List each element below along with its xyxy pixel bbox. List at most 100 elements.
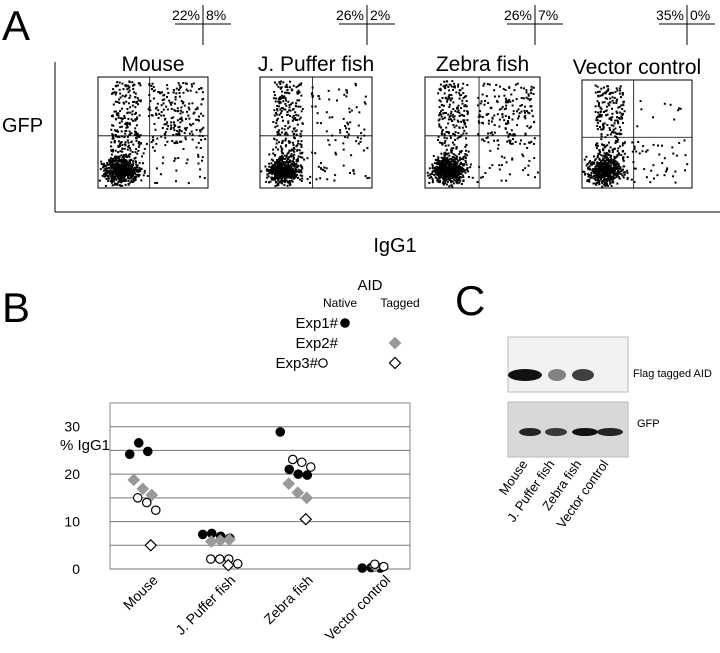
flow-dot — [613, 164, 615, 166]
flow-dot — [595, 158, 597, 160]
point — [285, 465, 293, 473]
flow-dot — [182, 111, 184, 113]
flow-dot — [282, 100, 284, 102]
flow-dot — [520, 139, 522, 141]
flow-dot — [346, 92, 348, 94]
flow-dot — [293, 151, 295, 153]
flow-dot — [164, 133, 166, 135]
flow-dot — [593, 155, 595, 157]
flow-dot — [112, 174, 114, 176]
flow-dot — [510, 140, 512, 142]
flow-dot — [117, 85, 119, 87]
flow-dot — [601, 176, 603, 178]
flow-dot — [285, 138, 287, 140]
flow-dot — [610, 164, 612, 166]
flow-dot — [109, 173, 111, 175]
flow-dot — [463, 179, 465, 181]
flow-dot — [459, 177, 461, 179]
flow-dot — [199, 135, 201, 137]
flow-dot — [163, 98, 165, 100]
flow-dot — [608, 171, 610, 173]
flow-dot — [606, 98, 608, 100]
flow-dot — [483, 104, 485, 106]
flow-dot — [112, 162, 114, 164]
flow-dot — [600, 170, 602, 172]
flow-dot — [451, 160, 453, 162]
flow-dot — [468, 151, 470, 153]
flow-dot — [454, 180, 456, 182]
flow-plot — [425, 77, 540, 188]
flow-dot — [450, 84, 452, 86]
flow-dot — [188, 118, 190, 120]
flow-dot — [493, 115, 495, 117]
flow-dot — [179, 129, 181, 131]
x-tick-label: Zebra fish — [261, 572, 316, 627]
flow-dot — [123, 102, 125, 104]
flow-dot — [153, 98, 155, 100]
flow-dot — [161, 104, 163, 106]
flow-dot — [350, 154, 352, 156]
flow-dot — [452, 124, 454, 126]
flow-dot — [593, 183, 595, 185]
flow-dot — [623, 160, 625, 162]
flow-dot — [600, 88, 602, 90]
flow-dot — [144, 172, 146, 174]
flow-dot — [451, 80, 453, 82]
flow-dot — [440, 153, 442, 155]
flow-dot — [513, 110, 515, 112]
flow-dot — [598, 115, 600, 117]
flow-dot — [184, 105, 186, 107]
flow-dot — [193, 112, 195, 114]
flow-dot — [602, 128, 604, 130]
flow-dot — [460, 107, 462, 109]
flow-dot — [448, 172, 450, 174]
flow-dot — [584, 159, 586, 161]
flow-dot — [281, 91, 283, 93]
flow-dot — [298, 92, 300, 94]
flow-dot — [307, 178, 309, 180]
flow-dot — [429, 174, 431, 176]
flow-dot — [604, 101, 606, 103]
flow-dot — [616, 154, 618, 156]
flow-dot — [291, 170, 293, 172]
percent-label: 35% — [656, 7, 684, 23]
flow-dot — [447, 131, 449, 133]
flow-dot — [623, 156, 625, 158]
flow-dot — [126, 112, 128, 114]
flow-dot — [487, 141, 489, 143]
flow-dot — [201, 160, 203, 162]
flow-dot — [189, 133, 191, 135]
flow-dot — [345, 95, 347, 97]
flow-dot — [201, 99, 203, 101]
flow-dot — [444, 140, 446, 142]
flow-dot — [459, 98, 461, 100]
flow-dot — [149, 106, 151, 108]
flow-dot — [311, 152, 313, 154]
flow-dot — [450, 100, 452, 102]
flow-dot — [351, 110, 353, 112]
flow-dot — [465, 95, 467, 97]
flow-dot — [452, 156, 454, 158]
flow-dot — [444, 87, 446, 89]
flow-dot — [149, 100, 151, 102]
flow-dot — [297, 106, 299, 108]
flow-dot — [278, 105, 280, 107]
flow-dot — [288, 109, 290, 111]
flow-dot — [621, 113, 623, 115]
flow-dot — [274, 166, 276, 168]
flow-dot — [111, 170, 113, 172]
flow-dot — [439, 106, 441, 108]
flow-dot — [585, 156, 587, 158]
flow-dot — [164, 144, 166, 146]
flow-dot — [448, 155, 450, 157]
flow-dot — [117, 163, 119, 165]
flow-dot — [451, 98, 453, 100]
flow-dot — [143, 152, 145, 154]
point — [294, 470, 302, 478]
flow-dot — [168, 100, 170, 102]
flow-dot — [312, 96, 314, 98]
flow-dot — [482, 85, 484, 87]
flow-dot — [606, 153, 608, 155]
flow-dot — [446, 153, 448, 155]
flow-dot — [280, 170, 282, 172]
